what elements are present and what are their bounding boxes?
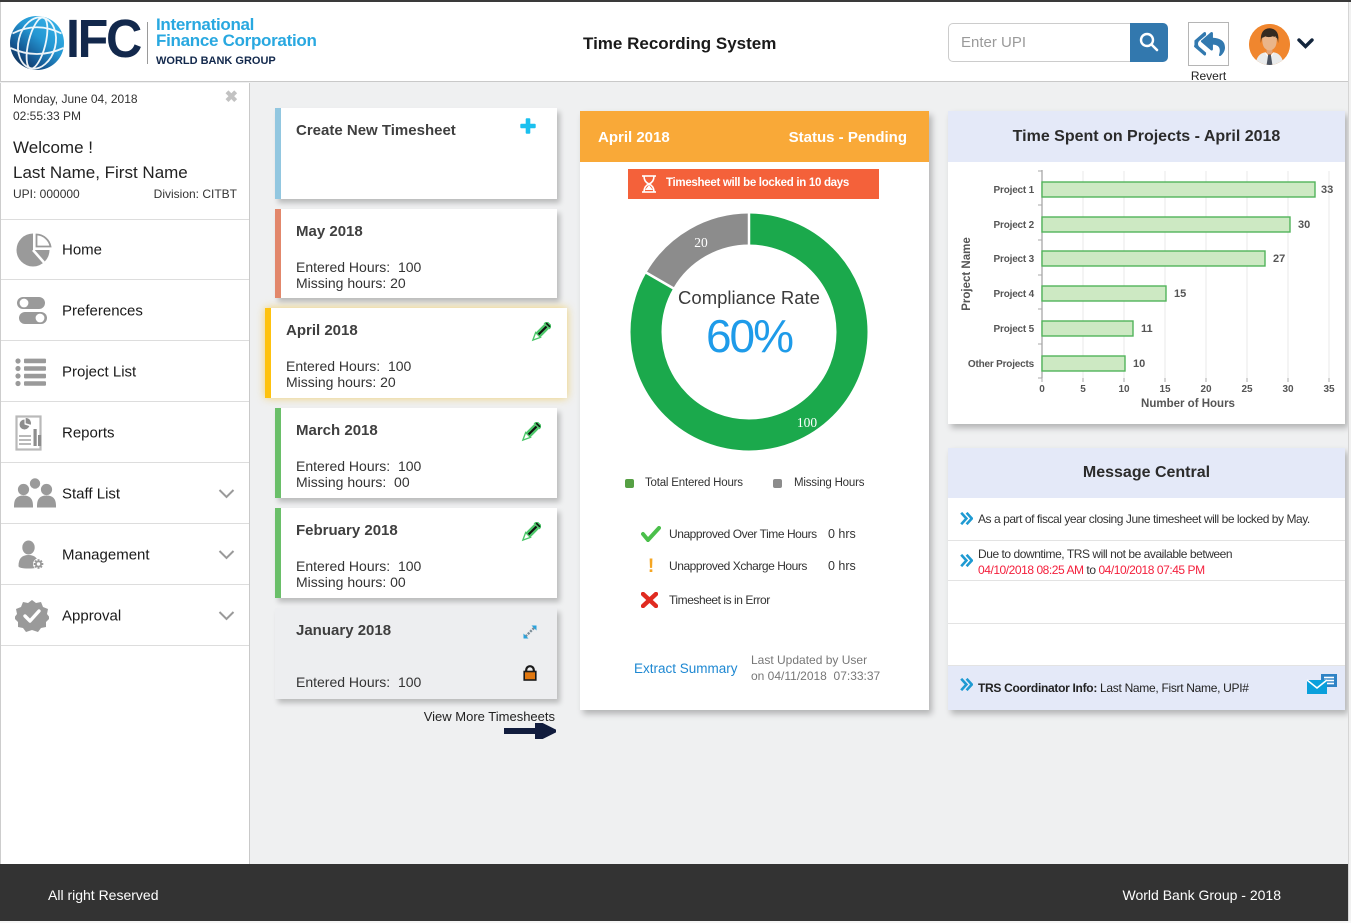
svg-text:Other Projects: Other Projects [968, 359, 1035, 370]
svg-text:30: 30 [1282, 384, 1294, 395]
svg-text:30: 30 [1298, 219, 1310, 231]
svg-text:27: 27 [1273, 253, 1285, 265]
svg-text:Project 1: Project 1 [994, 185, 1035, 196]
svg-text:20: 20 [1200, 384, 1212, 395]
svg-text:15: 15 [1159, 384, 1171, 395]
svg-text:33: 33 [1321, 184, 1333, 196]
svg-text:10: 10 [1118, 384, 1130, 395]
svg-text:Project 4: Project 4 [994, 289, 1035, 300]
svg-text:11: 11 [1141, 323, 1153, 335]
svg-text:Compliance Rate: Compliance Rate [678, 287, 820, 308]
svg-text:25: 25 [1241, 384, 1253, 395]
svg-text:5: 5 [1080, 384, 1086, 395]
svg-text:60%: 60% [706, 310, 793, 362]
svg-text:15: 15 [1174, 288, 1186, 300]
svg-text:35: 35 [1323, 384, 1335, 395]
svg-text:10: 10 [1133, 358, 1145, 370]
svg-text:Project 2: Project 2 [994, 220, 1035, 231]
svg-text:0: 0 [1039, 384, 1045, 395]
svg-text:Project Name: Project Name [961, 237, 973, 311]
svg-text:20: 20 [694, 235, 708, 250]
svg-text:Project 3: Project 3 [994, 254, 1035, 265]
svg-text:Project 5: Project 5 [994, 324, 1035, 335]
svg-text:100: 100 [797, 415, 818, 430]
svg-text:Number of Hours: Number of Hours [1141, 398, 1235, 410]
